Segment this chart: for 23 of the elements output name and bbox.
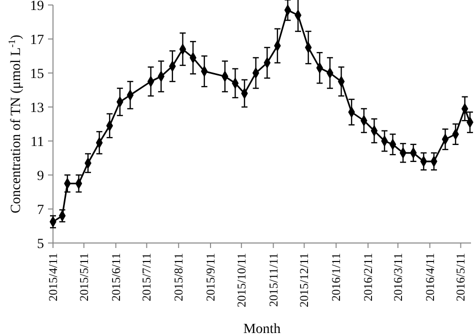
x-tick-label: 2015/12/11 bbox=[297, 253, 312, 308]
y-tick-label: 9 bbox=[37, 168, 44, 184]
x-tick-label: 2015/4/11 bbox=[46, 253, 60, 302]
x-axis-title: Month bbox=[243, 322, 281, 335]
x-tick-label: 2016/3/11 bbox=[390, 253, 405, 302]
x-tick-label: 2015/9/11 bbox=[204, 253, 218, 302]
x-tick-label: 2016/1/11 bbox=[329, 253, 344, 302]
x-tick-label: 2016/4/11 bbox=[422, 253, 437, 302]
y-tick-label: 15 bbox=[30, 66, 44, 82]
y-tick-label: 17 bbox=[30, 32, 44, 48]
x-tick-label: 2016/5/11 bbox=[454, 253, 468, 302]
y-tick-label: 7 bbox=[37, 202, 44, 218]
x-tick-label: 2015/6/11 bbox=[108, 253, 123, 302]
y-tick-label: 11 bbox=[30, 134, 44, 150]
x-tick-label: 2015/10/11 bbox=[234, 253, 248, 308]
x-tick-label: 2015/5/11 bbox=[76, 253, 91, 302]
x-tick-label: 2016/2/11 bbox=[361, 253, 376, 302]
y-tick-label: 19 bbox=[30, 0, 44, 14]
y-tick-label: 13 bbox=[30, 100, 44, 116]
x-tick-label: 2015/11/11 bbox=[266, 253, 280, 307]
x-tick-label: 2015/7/11 bbox=[140, 253, 154, 302]
x-tick-label: 2015/8/11 bbox=[172, 253, 186, 302]
y-tick-label: 5 bbox=[37, 236, 44, 252]
